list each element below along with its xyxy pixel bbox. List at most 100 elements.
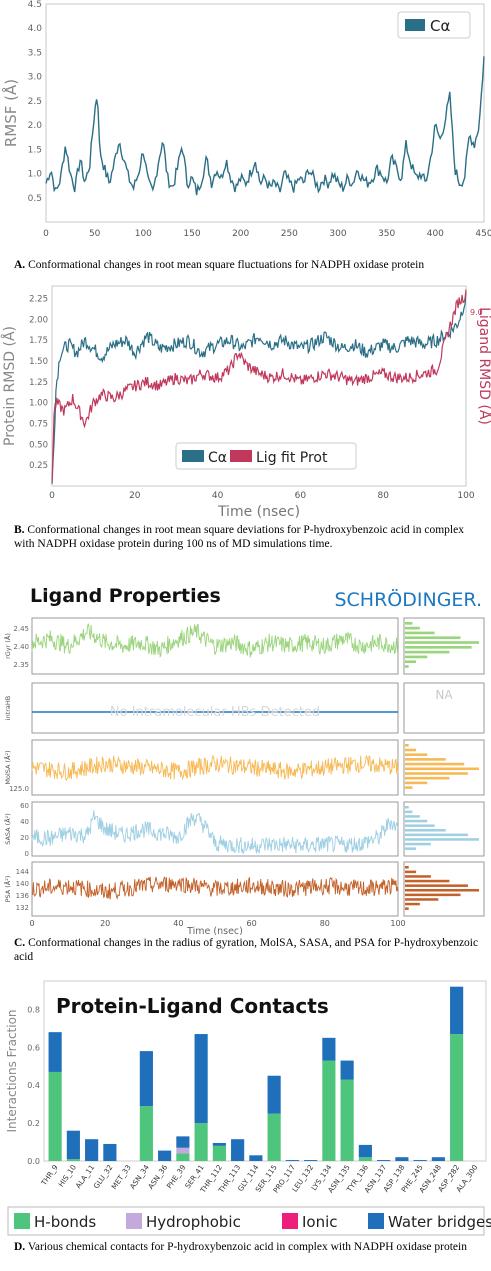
caption-c-letter: C. [14,937,26,949]
legend-label-hydrophobic: Hydrophobic [146,1213,241,1231]
caption-d-letter: D. [14,1241,26,1253]
hist-frame-intrahb [403,682,485,734]
hist-bar-sasa [405,810,413,814]
bar-hbond [340,1079,354,1161]
subplot-ylabel-rgyr: rGyr (Å) [3,633,12,659]
series-line-psa [31,876,399,900]
series-line-rgyr [31,623,399,658]
caption-b: B. Conformational changes in root mean s… [14,523,482,551]
bar-water [249,1155,263,1161]
bar-hbond [212,1145,226,1161]
bar-water [304,1160,318,1161]
rmsd-chart: 0 20 40 60 80 100 0.25 0.50 0.75 1.00 1.25 1.50 1.75… [1,285,491,520]
y-tick-label: 2.25 [29,295,48,305]
y-tick-label: 1.00 [29,399,48,409]
hist-bar-sasa [405,829,446,832]
y-axis-label: Interactions Fraction [5,1009,19,1132]
ligand-properties-chart: Ligand Properties SCHRÖDINGER. rGyr (Å)2.3… [3,585,485,935]
bar-water [66,1130,80,1160]
legend-label-calpha: Cα [208,450,227,466]
hist-bar-psa [405,898,439,901]
subplot-frame-rgyr [31,617,399,675]
bar-water [139,1051,153,1107]
y-tick-label-psa: 136 [16,892,30,900]
bar-water [431,1157,445,1161]
hist-bar-rgyr [405,646,472,649]
series-line-calpha [51,292,467,484]
subplot-ylabel-intrahb: intraHB [4,696,12,720]
bar-water [194,1034,208,1124]
plot-frame [43,980,487,1162]
y-tick-label: 1.25 [29,378,48,388]
bar-water [285,1160,299,1161]
x-tick-label: 0 [29,919,34,928]
y-tick-label-psa: 132 [16,904,29,912]
y-tick-label: 1.50 [29,357,48,367]
subplot-ylabel-sasa: SASA (Å²) [3,813,12,845]
subplot-frame-sasa [31,801,399,857]
x-tick-label: 200 [232,229,249,239]
subplot-frame-intrahb [31,682,399,734]
x-tick-label: 50 [89,229,101,239]
subplot-ylabel-molsa: MolSA (Å²) [3,750,12,784]
x-tick-label: 60 [295,491,307,501]
y-tick-label: 0.25 [29,461,48,471]
bar-water [158,1150,172,1161]
x-tick-label: 300 [329,229,346,239]
x-tick-label: 0 [49,491,55,501]
y-tick-label: 2.5 [28,97,42,107]
x-tick-label: 20 [100,919,110,928]
series-line-calpha [45,56,485,196]
hist-bar-psa [405,889,479,892]
y-tick-label-sasa: 60 [20,802,29,810]
hist-bar-molsa [405,753,428,756]
y-tick-label-sasa: 40 [20,818,29,826]
hist-bar-sasa [405,847,417,850]
hist-frame-molsa [403,739,485,796]
bar-hbond [66,1159,80,1161]
caption-d: D. Various chemical contacts for P-hydro… [14,1240,482,1254]
y-tick-label: 0.2 [27,1119,40,1128]
legend-swatch-ionic [282,1213,298,1229]
bar-hydrophobic [176,1147,190,1154]
hist-frame-rgyr [403,617,485,675]
y-tick-label: 0.75 [29,420,48,430]
legend-swatch-lig-fit-prot [230,450,252,462]
legend-swatch-hydrophobic [126,1213,142,1229]
caption-c-text: Conformational changes in the radius of … [14,937,479,963]
hist-bar-psa [405,866,409,869]
legend-swatch-calpha [405,19,425,31]
hist-bar-molsa [405,786,413,789]
hist-bar-sasa [405,815,420,818]
y-tick-label-rgyr: 2.35 [13,661,29,669]
legend-label-lig-fit-prot: Lig fit Prot [256,450,328,466]
x-tick-label: 20 [129,491,141,501]
bar-water [358,1144,372,1158]
panel-a-rmsf: 0 50 100 150 200 250 300 350 400 450 0.5 1.0 1.5 2.0 2… [0,0,491,280]
caption-b-letter: B. [14,524,25,536]
hist-bar-molsa [405,762,465,766]
y-tick-label-sasa: 0 [25,850,29,858]
hist-bar-molsa [405,758,446,761]
subplot-ylabel-psa: PSA (Å²) [3,876,12,903]
y-tick-label-molsa: 125.0 [9,785,29,793]
y-tick-label: 4.0 [28,24,43,34]
x-tick-label: 100 [390,919,405,928]
caption-d-text: Various chemical contacts for P-hydroxyb… [27,1241,467,1253]
rmsf-chart: 0 50 100 150 200 250 300 350 400 450 0.5 1.0 1.5 2.0 2… [1,0,491,239]
y-tick-label: 1.0 [28,170,43,180]
caption-c: C. Conformational changes in the radius … [14,936,482,964]
y-tick-label: 0.5 [28,194,42,204]
intrahb-hist-note: NA [435,688,453,702]
legend-swatch-calpha [182,450,204,462]
hist-bar-psa [405,893,461,897]
legend-label-calpha: Cα [430,17,450,35]
hist-bar-rgyr [405,622,413,625]
series-line-molsa [31,754,399,782]
y-tick-label-rgyr: 2.40 [13,643,29,651]
y-tick-label: 0.4 [27,1081,40,1090]
y-tick-label: 0.50 [29,440,48,450]
panel-c-ligand-properties: Ligand Properties SCHRÖDINGER. rGyr (Å) 2.3… [0,580,491,975]
y-tick-label-rgyr: 2.45 [13,625,29,633]
bar-water [395,1157,409,1161]
